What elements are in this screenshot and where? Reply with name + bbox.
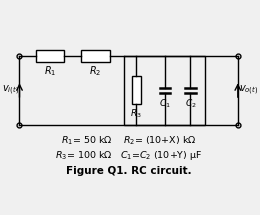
Bar bbox=[124, 56, 205, 125]
Bar bbox=[81, 50, 110, 62]
Text: $R_3$= 100 kΩ   $C_1$=$C_2$ (10+Y) µF: $R_3$= 100 kΩ $C_1$=$C_2$ (10+Y) µF bbox=[55, 149, 202, 163]
Bar bbox=[132, 76, 141, 104]
Text: $R_1$: $R_1$ bbox=[44, 64, 56, 78]
Text: $v_{o(t)}$: $v_{o(t)}$ bbox=[239, 83, 258, 97]
Text: $R_2$: $R_2$ bbox=[89, 64, 102, 78]
Text: Figure Q1. RC circuit.: Figure Q1. RC circuit. bbox=[66, 166, 191, 176]
Text: $C_1$: $C_1$ bbox=[159, 98, 171, 110]
Text: $R_1$= 50 kΩ    $R_2$= (10+X) kΩ: $R_1$= 50 kΩ $R_2$= (10+X) kΩ bbox=[61, 135, 196, 147]
Bar bbox=[36, 50, 64, 62]
Text: $C_2$: $C_2$ bbox=[185, 98, 196, 110]
Text: $R_3$: $R_3$ bbox=[130, 107, 142, 120]
Text: $v_{i(t)}$: $v_{i(t)}$ bbox=[2, 83, 20, 97]
